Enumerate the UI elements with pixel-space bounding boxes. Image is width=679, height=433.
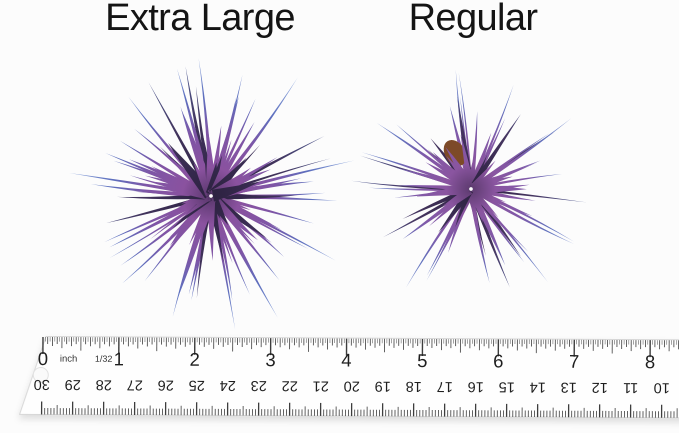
air-plant-extra-large (69, 58, 355, 330)
leaf (209, 139, 232, 196)
leaf (442, 180, 470, 192)
label-extra-large: Extra Large (105, 0, 295, 39)
cm-number: 10 (654, 379, 670, 395)
leaf (212, 194, 314, 224)
leaf (455, 189, 473, 228)
inch-number: 5 (417, 350, 427, 371)
cm-number: 21 (313, 377, 329, 393)
leaf (470, 154, 488, 189)
leaf (471, 133, 550, 189)
cm-number: 14 (530, 379, 546, 395)
cm-scale: 30 29 28 27 26 25 24 23 22 21 20 19 18 17 16 15 14 13 12 11… (34, 376, 678, 418)
inch-number: 7 (569, 351, 579, 372)
leaf (189, 196, 214, 246)
cm-number: 30 (34, 376, 50, 392)
cm-number: 18 (406, 378, 422, 394)
cm-number: 13 (561, 379, 577, 395)
cm-number: 25 (189, 377, 205, 393)
leaf (457, 96, 475, 188)
leaf (471, 118, 572, 190)
ruler-hole (32, 366, 49, 383)
cm-number: 12 (592, 379, 608, 395)
cm-number: 26 (158, 377, 174, 393)
cm-number: 27 (127, 376, 143, 392)
leaf (145, 175, 211, 199)
leaf (154, 181, 211, 201)
label-regular: Regular (408, 0, 538, 39)
leaf (210, 77, 298, 197)
cm-number: 29 (65, 376, 81, 392)
inch-number: 4 (341, 350, 351, 371)
leaf (109, 196, 211, 259)
cm-number: 20 (344, 378, 360, 394)
air-plant-regular (351, 69, 587, 288)
cm-number: 11 (623, 379, 638, 395)
cm-number: 22 (282, 377, 298, 393)
leaf (472, 187, 506, 203)
leaf (395, 167, 470, 192)
leaf (472, 184, 493, 193)
cm-number: 15 (499, 378, 515, 394)
leaf (109, 194, 211, 248)
cm-number: 24 (220, 377, 236, 393)
leaf (398, 185, 470, 192)
leaf (211, 181, 260, 202)
cm-number: 16 (468, 378, 484, 394)
leaf (383, 188, 471, 238)
inch-number: 1 (114, 348, 124, 369)
leaf (455, 189, 475, 230)
inch-number: 3 (265, 349, 275, 370)
leaf (469, 111, 478, 188)
leaf (469, 114, 521, 189)
cm-number: 23 (251, 377, 267, 393)
inch-number: 2 (189, 349, 199, 370)
leaf (438, 188, 473, 233)
leaf (415, 184, 470, 197)
cm-number: 19 (375, 378, 391, 394)
leaf (468, 132, 492, 189)
inch-number: 6 (493, 350, 503, 371)
inch-unit-label: inch (60, 354, 77, 365)
leaf (106, 194, 210, 224)
inch-scale: 0 1 2 3 4 5 6 7 8 inch 1/32 (38, 336, 679, 372)
fraction-label: 1/32 (95, 354, 113, 364)
cm-number: 28 (96, 376, 112, 392)
inch-number: 0 (38, 348, 48, 369)
cm-number: 17 (437, 378, 453, 394)
ruler-body (18, 335, 679, 419)
leaf (210, 196, 262, 289)
inch-number: 8 (645, 351, 655, 372)
leaf (210, 193, 272, 224)
